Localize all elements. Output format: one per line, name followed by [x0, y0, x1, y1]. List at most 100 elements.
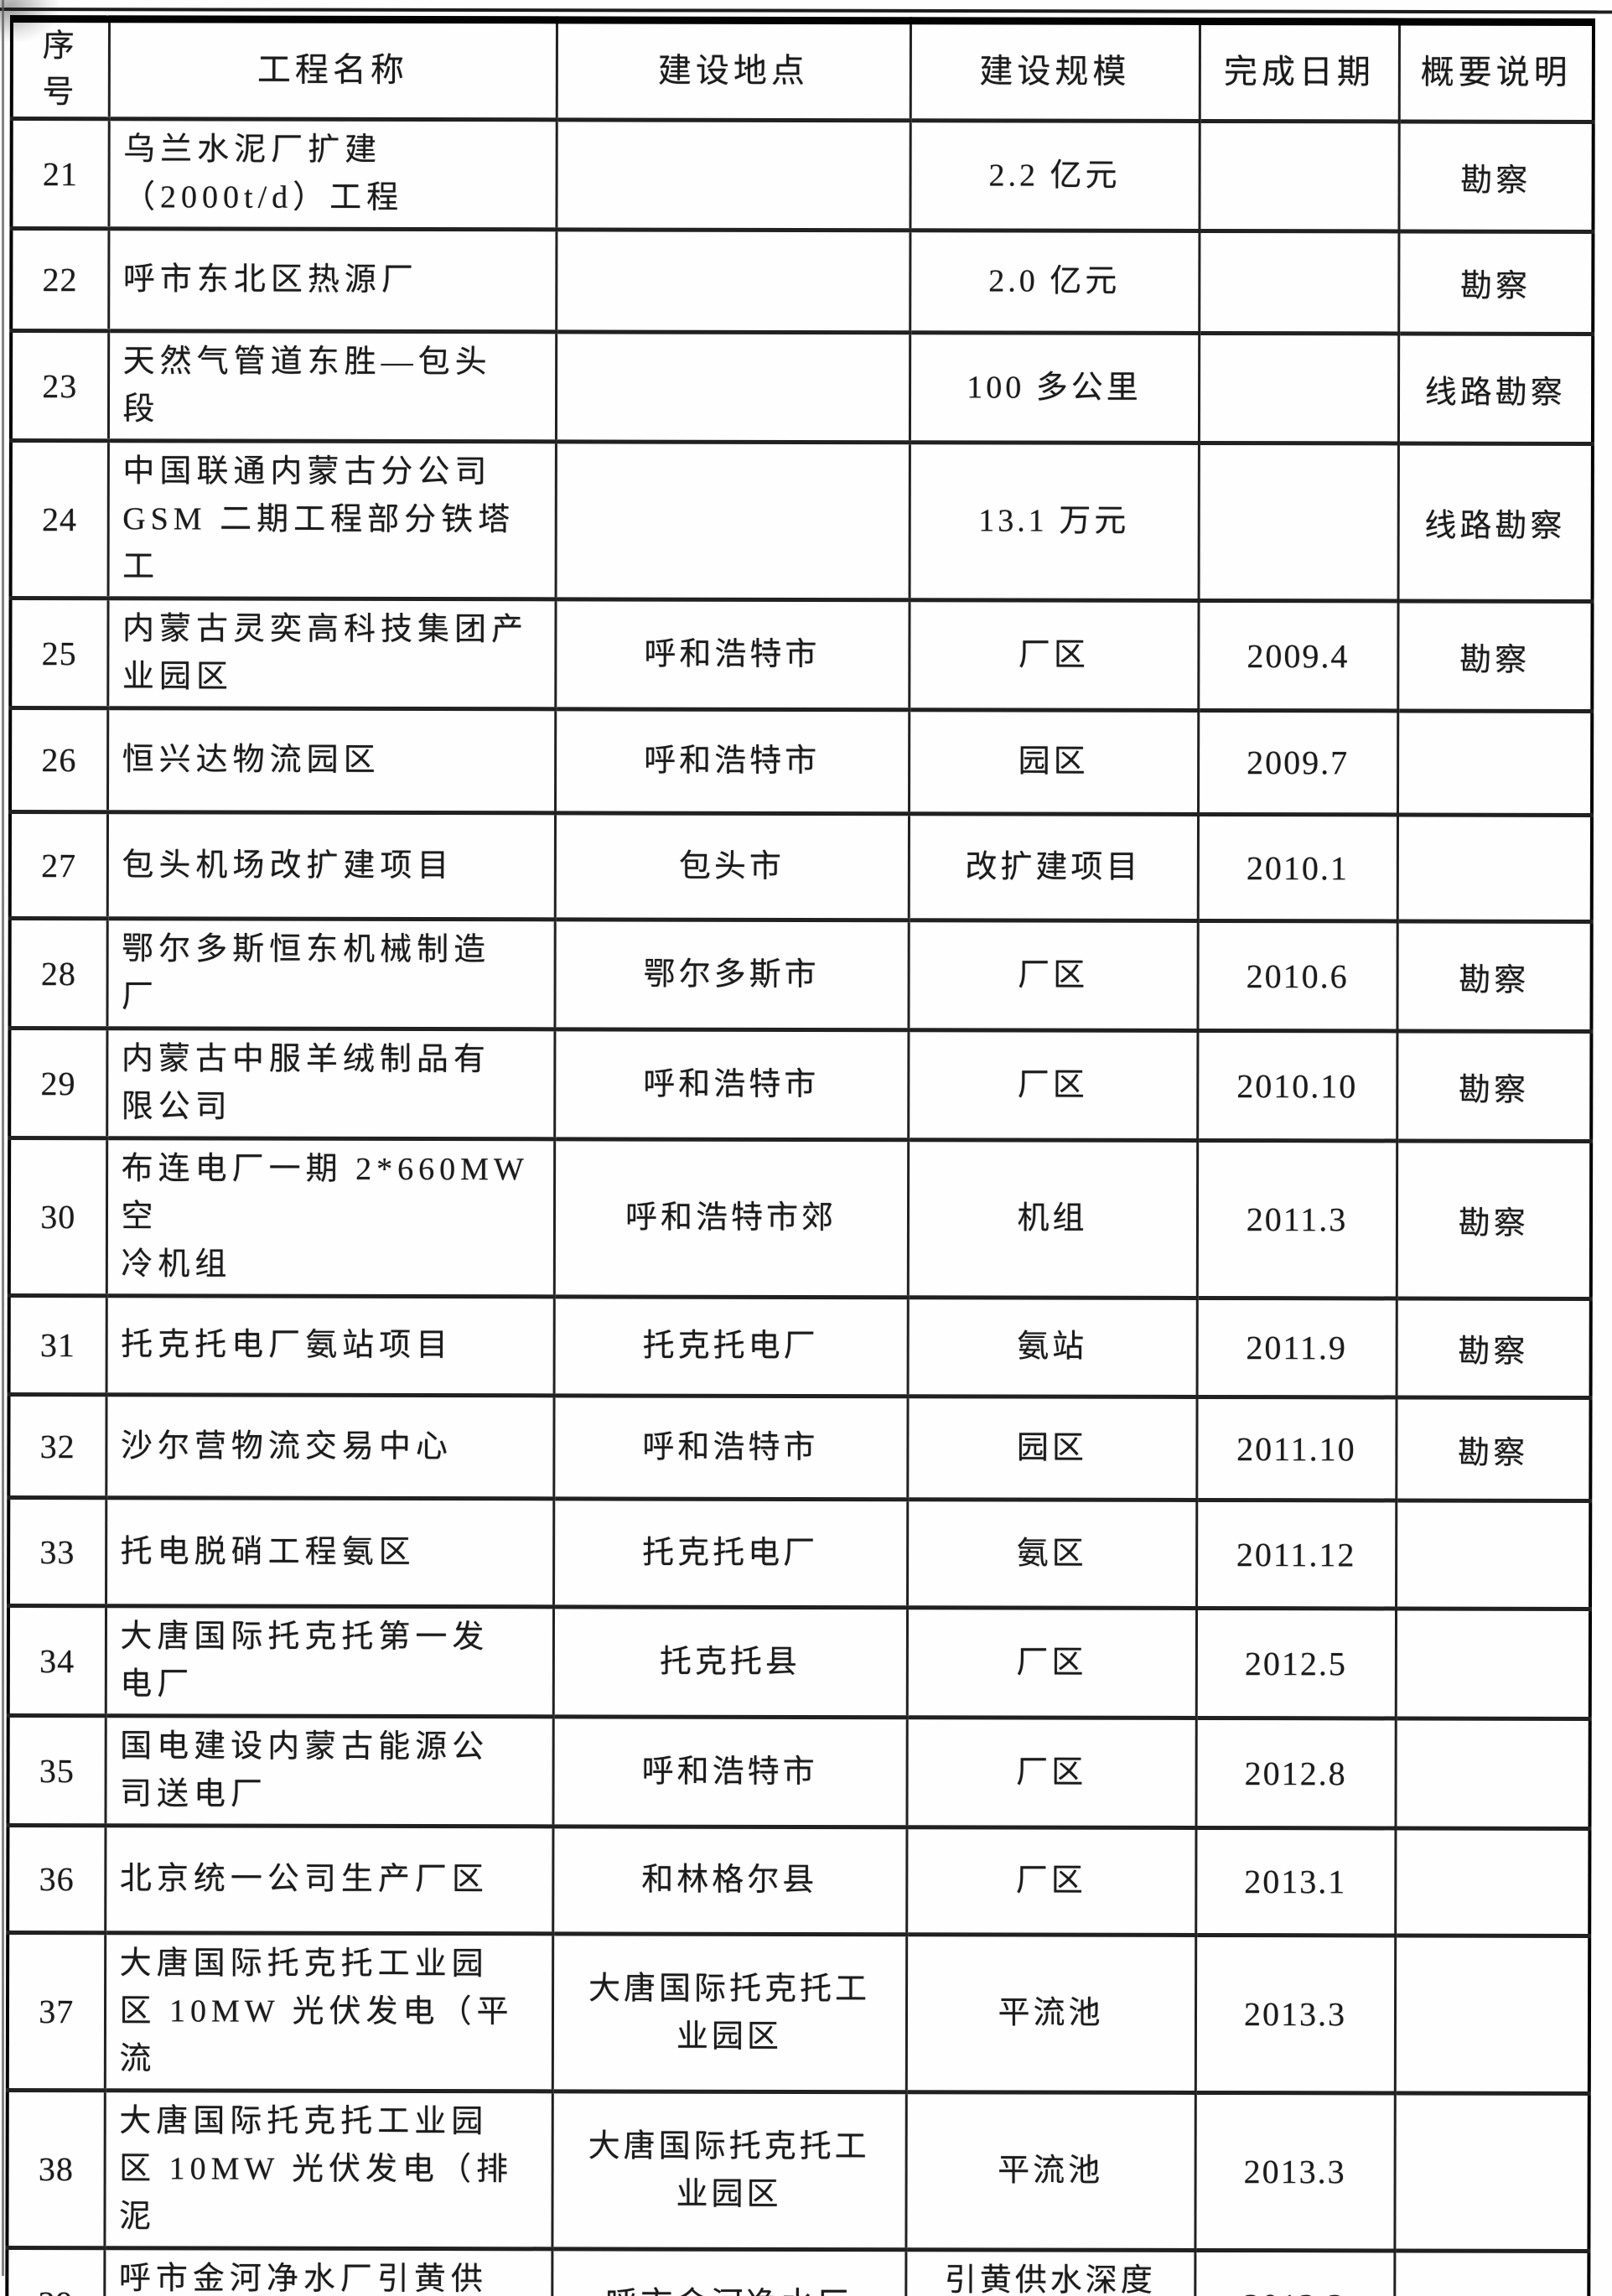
cell-note	[1397, 815, 1593, 922]
cell-scale: 园区	[907, 1396, 1197, 1500]
cell-project-name: 大唐国际托克托工业园 区 10MW 光伏发电（排泥	[104, 2090, 552, 2250]
header-row: 序 号 工程名称 建设地点 建设规模 完成日期 概要说明	[11, 18, 1594, 122]
table-row: 38 大唐国际托克托工业园 区 10MW 光伏发电（排泥 大唐国际托克托工 业园区平…	[7, 2090, 1589, 2252]
cell-scale: 氨区	[907, 1499, 1197, 1609]
cell-location: 包头市	[554, 813, 910, 920]
cell-date	[1199, 231, 1399, 334]
cell-note	[1395, 1609, 1591, 1719]
cell-scale: 厂区	[906, 1607, 1197, 1718]
cell-date: 2009.4	[1198, 600, 1398, 712]
cell-no: 27	[9, 811, 108, 919]
scan-corner-smudge	[0, 0, 59, 42]
cell-date: 2012.8	[1195, 1718, 1396, 1829]
cell-scale: 平流池	[905, 1934, 1196, 2093]
cell-note: 勘察	[1397, 601, 1593, 712]
cell-project-name: 沙尔营物流交易中心	[106, 1394, 554, 1500]
cell-scale: 改扩建项目	[908, 813, 1199, 921]
cell-project-name: 托电脱硝工程氨区	[106, 1497, 554, 1608]
cell-project-name: 天然气管道东胜—包头 段	[107, 330, 557, 443]
cell-note	[1394, 1936, 1590, 2094]
cell-location: 托克托电厂	[553, 1297, 908, 1397]
cell-location	[555, 332, 910, 443]
cell-project-name: 呼市金河净水厂引黄供 水深度处理工程	[104, 2247, 552, 2296]
cell-no: 35	[8, 1715, 106, 1826]
cell-no: 21	[11, 118, 109, 229]
cell-date: 2013.3	[1195, 1935, 1396, 2094]
cell-date: 2011.9	[1196, 1298, 1397, 1398]
cell-date: 2011.3	[1196, 1140, 1397, 1299]
cell-no: 28	[9, 918, 107, 1029]
cell-date: 2010.6	[1197, 920, 1397, 1032]
table-row: 34 大唐国际托克托第一发 电厂 托克托县 厂区 2012.5	[8, 1605, 1591, 1719]
table-row: 21 乌兰水泥厂扩建 （2000t/d）工程 2.2 亿元 勘察	[11, 118, 1594, 232]
cell-note: 线路勘察	[1397, 443, 1593, 602]
cell-note	[1396, 1500, 1591, 1609]
cell-location: 呼和浩特市	[554, 1029, 909, 1140]
cell-scale: 厂区	[906, 1827, 1196, 1936]
cell-location	[556, 120, 910, 231]
cell-no: 32	[8, 1394, 106, 1498]
cell-note: 勘察	[1397, 1031, 1592, 1142]
cell-date: 2012.5	[1195, 1608, 1397, 1719]
cell-date	[1199, 121, 1399, 232]
header-cell-location: 建设地点	[556, 19, 910, 121]
cell-location: 大唐国际托克托工 业园区	[552, 2091, 906, 2250]
cell-location: 呼和浩特市郊	[553, 1139, 909, 1298]
cell-note	[1394, 2251, 1589, 2296]
cell-project-name: 内蒙古中服羊绒制品有 限公司	[106, 1028, 555, 1140]
cell-note: 勘察	[1397, 921, 1592, 1032]
cell-scale: 2.2 亿元	[910, 120, 1200, 231]
cell-project-name: 内蒙古灵奕高科技集团产 业园区	[107, 598, 556, 710]
cell-no: 24	[10, 440, 108, 599]
cell-location: 和林格尔县	[552, 1827, 907, 1935]
table-row: 35 国电建设内蒙古能源公 司送电厂 呼和浩特市 厂区 2012.8	[8, 1715, 1590, 1829]
cell-project-name: 托克托电厂氨站项目	[106, 1295, 554, 1397]
cell-scale: 13.1 万元	[909, 442, 1199, 601]
header-cell-scale: 建设规模	[910, 20, 1200, 122]
cell-scale: 厂区	[906, 1717, 1196, 1828]
cell-date	[1198, 333, 1399, 444]
header-cell-no: 序 号	[11, 18, 109, 119]
table-row: 26 恒兴达物流园区 呼和浩特市 园区 2009.7	[10, 707, 1593, 816]
cell-project-name: 乌兰水泥厂扩建 （2000t/d）工程	[108, 118, 557, 231]
table-row: 27 包头机场改扩建项目 包头市 改扩建项目 2010.1	[9, 811, 1593, 922]
cell-no: 34	[8, 1605, 106, 1716]
cell-project-name: 鄂尔多斯恒东机械制造 厂	[106, 918, 555, 1030]
cell-date: 2011.12	[1196, 1500, 1397, 1609]
cell-location: 呼和浩特市	[553, 1396, 908, 1500]
cell-no: 38	[7, 2090, 105, 2248]
cell-note: 勘察	[1396, 1298, 1591, 1398]
cell-location: 大唐国际托克托工 业园区	[552, 1934, 907, 2092]
table-row: 25 内蒙古灵奕高科技集团产 业园区 呼和浩特市 厂区 2009.4 勘察	[10, 598, 1593, 712]
cell-project-name: 包头机场改扩建项目	[106, 811, 556, 920]
header-cell-date: 完成日期	[1199, 21, 1399, 122]
cell-scale: 氨站	[907, 1297, 1197, 1397]
cell-no: 22	[11, 228, 109, 331]
cell-date: 2010.1	[1197, 814, 1398, 922]
cell-scale: 引黄供水深度 处理车间	[905, 2249, 1195, 2296]
cell-date: 2009.7	[1198, 710, 1398, 816]
table-row: 39呼市金河净水厂引黄供 水深度处理工程呼市金河净水厂引黄供水深度 处理车间20…	[7, 2247, 1589, 2296]
cell-date: 2010.10	[1197, 1030, 1397, 1142]
header-cell-note: 概要说明	[1398, 21, 1594, 122]
cell-scale: 厂区	[908, 1029, 1198, 1141]
cell-location	[556, 230, 910, 333]
cell-location: 呼和浩特市	[555, 709, 910, 814]
cell-scale: 机组	[907, 1139, 1198, 1298]
cell-no: 23	[10, 330, 109, 441]
cell-location: 呼和浩特市	[552, 1717, 907, 1827]
cell-scale: 厂区	[909, 599, 1199, 711]
cell-date: 2013.1	[1195, 1827, 1396, 1936]
cell-scale: 2.0 亿元	[910, 230, 1200, 334]
cell-scale: 100 多公里	[909, 332, 1200, 443]
cell-date: 2011.10	[1196, 1397, 1397, 1501]
table-row: 23 天然气管道东胜—包头 段 100 多公里 线路勘察	[10, 330, 1594, 444]
cell-location: 托克托县	[552, 1607, 908, 1718]
cell-no: 26	[10, 707, 108, 812]
cell-note	[1395, 1718, 1590, 1829]
cell-note: 勘察	[1398, 122, 1594, 232]
cell-note: 勘察	[1396, 1397, 1591, 1501]
projects-table-wrap: 序 号 工程名称 建设地点 建设规模 完成日期 概要说明 21 乌兰水泥厂扩建 （…	[4, 15, 1595, 2296]
table-row: 33 托电脱硝工程氨区 托克托电厂 氨区 2011.12	[8, 1497, 1591, 1609]
